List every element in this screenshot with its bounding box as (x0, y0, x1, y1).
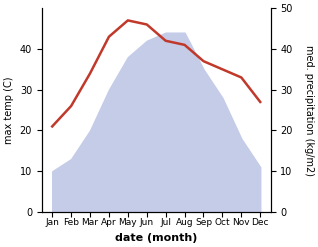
Y-axis label: max temp (C): max temp (C) (4, 76, 14, 144)
X-axis label: date (month): date (month) (115, 233, 197, 243)
Y-axis label: med. precipitation (kg/m2): med. precipitation (kg/m2) (304, 45, 314, 176)
